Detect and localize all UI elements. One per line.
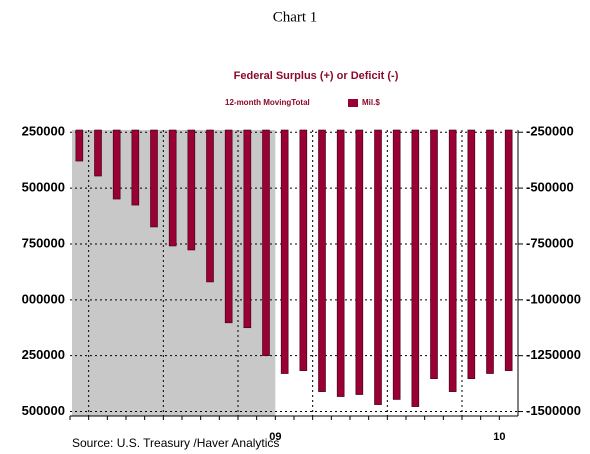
bar bbox=[336, 129, 345, 397]
bar bbox=[75, 129, 84, 162]
bar bbox=[150, 129, 158, 228]
x-tick-label: 10 bbox=[493, 431, 505, 443]
bar bbox=[411, 129, 420, 407]
bar bbox=[355, 129, 364, 395]
y-tick-label: 250000 bbox=[22, 347, 65, 362]
source-note: Source: U.S. Treasury /Haver Analytics bbox=[72, 436, 279, 450]
bar bbox=[168, 129, 177, 247]
y2-tick-label: -250000 bbox=[526, 124, 574, 139]
legend-swatch bbox=[348, 99, 358, 107]
y2-tick-label: -1250000 bbox=[526, 347, 581, 362]
bar bbox=[94, 129, 102, 177]
bar bbox=[504, 129, 513, 371]
bar bbox=[262, 129, 270, 356]
chart-subtitle: Federal Surplus (+) or Deficit (-) bbox=[234, 70, 399, 82]
bar bbox=[318, 129, 326, 392]
y2-tick-label: -1500000 bbox=[526, 403, 581, 418]
legend-label: 12-month MovingTotal bbox=[225, 98, 310, 107]
bar bbox=[299, 129, 308, 371]
chart-title: Chart 1 bbox=[273, 9, 318, 25]
y-tick-label: 500000 bbox=[22, 180, 65, 195]
y2-tick-label: -500000 bbox=[526, 180, 574, 195]
y-tick-label: 250000 bbox=[22, 124, 65, 139]
y-tick-label: 500000 bbox=[22, 403, 65, 418]
bar bbox=[224, 129, 233, 324]
bar bbox=[486, 129, 494, 374]
y-tick-label: 750000 bbox=[22, 235, 65, 250]
bar bbox=[374, 129, 382, 405]
bar bbox=[430, 129, 438, 379]
bar bbox=[392, 129, 401, 400]
x-tick-label: 09 bbox=[269, 431, 281, 443]
y-tick-label: 000000 bbox=[22, 291, 65, 306]
y2-tick-label: -750000 bbox=[526, 235, 574, 250]
bar bbox=[131, 129, 140, 206]
y2-tick-label: -1000000 bbox=[526, 291, 581, 306]
bar bbox=[280, 129, 289, 374]
bar bbox=[112, 129, 121, 200]
bar bbox=[243, 129, 252, 329]
bar bbox=[467, 129, 476, 379]
bar bbox=[187, 129, 196, 251]
bar bbox=[206, 129, 214, 283]
unit-label: Mil.$ bbox=[362, 98, 380, 107]
bar bbox=[448, 129, 457, 392]
